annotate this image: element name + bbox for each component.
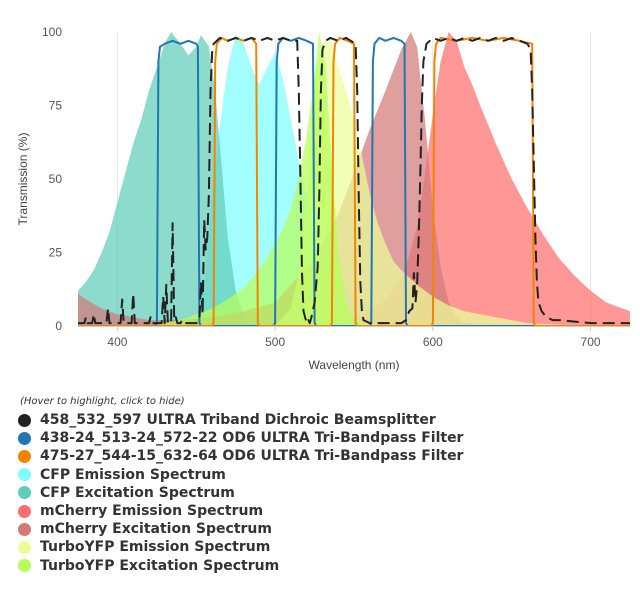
legend-label: 458_532_597 ULTRA Triband Dichroic Beams…	[40, 412, 436, 429]
legend-hint: (Hover to highlight, click to hide)	[20, 396, 185, 407]
legend-item-bandpass-438[interactable]: 438-24_513-24_572-22 OD6 ULTRA Tri-Bandp…	[18, 429, 628, 447]
legend-item-mcherry-excitation[interactable]: mCherry Excitation Spectrum	[18, 520, 628, 538]
x-tick-label: 500	[265, 335, 285, 349]
x-tick-label: 400	[107, 335, 127, 349]
legend-swatch	[18, 559, 31, 573]
y-tick-label: 100	[42, 25, 62, 39]
x-axis-ticks: 400 500 600 700	[107, 326, 601, 349]
legend-item-turboyfp-excitation[interactable]: TurboYFP Excitation Spectrum	[18, 557, 628, 575]
legend-label: 475-27_544-15_632-64 OD6 ULTRA Tri-Bandp…	[40, 448, 464, 465]
x-tick-label: 600	[423, 335, 443, 349]
legend-label: 438-24_513-24_572-22 OD6 ULTRA Tri-Bandp…	[40, 430, 464, 447]
legend-item-turboyfp-emission[interactable]: TurboYFP Emission Spectrum	[18, 538, 628, 556]
legend-swatch	[18, 504, 31, 518]
legend: (Hover to highlight, click to hide) 458_…	[18, 396, 628, 575]
x-axis-title: Wavelength (nm)	[309, 358, 400, 372]
legend-swatch	[18, 431, 31, 445]
legend-label: mCherry Emission Spectrum	[40, 503, 264, 520]
legend-swatch	[18, 486, 31, 500]
series-area-turboyfp-emission-spectrum[interactable]	[275, 37, 630, 327]
legend-item-mcherry-emission[interactable]: mCherry Emission Spectrum	[18, 502, 628, 520]
legend-label: mCherry Excitation Spectrum	[40, 521, 272, 538]
legend-item-bandpass-475[interactable]: 475-27_544-15_632-64 OD6 ULTRA Tri-Bandp…	[18, 447, 628, 465]
legend-swatch	[18, 468, 31, 482]
legend-swatch	[18, 413, 31, 427]
legend-swatch	[18, 540, 31, 554]
legend-label: TurboYFP Excitation Spectrum	[40, 557, 280, 574]
filter-lines	[78, 36, 630, 327]
legend-swatch	[18, 522, 31, 536]
series-line-458-532-597-ultra-triband-dichroic-beamsplitter[interactable]	[78, 36, 630, 325]
y-tick-label: 0	[55, 319, 62, 333]
y-axis-title: Transmission (%)	[16, 133, 30, 226]
series-area-cfp-excitation-spectrum[interactable]	[78, 32, 630, 326]
y-tick-label: 25	[49, 246, 63, 260]
y-tick-label: 50	[49, 172, 63, 186]
legend-swatch	[18, 449, 31, 463]
x-tick-label: 700	[581, 335, 601, 349]
legend-item-cfp-excitation[interactable]: CFP Excitation Spectrum	[18, 484, 628, 502]
y-axis-ticks: 0 25 50 75 100	[42, 25, 62, 333]
y-tick-label: 75	[49, 99, 63, 113]
legend-label: TurboYFP Emission Spectrum	[40, 539, 271, 556]
legend-label: CFP Excitation Spectrum	[40, 484, 235, 501]
legend-label: CFP Emission Spectrum	[40, 466, 226, 483]
legend-item-dichroic[interactable]: 458_532_597 ULTRA Triband Dichroic Beams…	[18, 411, 628, 429]
legend-item-cfp-emission[interactable]: CFP Emission Spectrum	[18, 466, 628, 484]
